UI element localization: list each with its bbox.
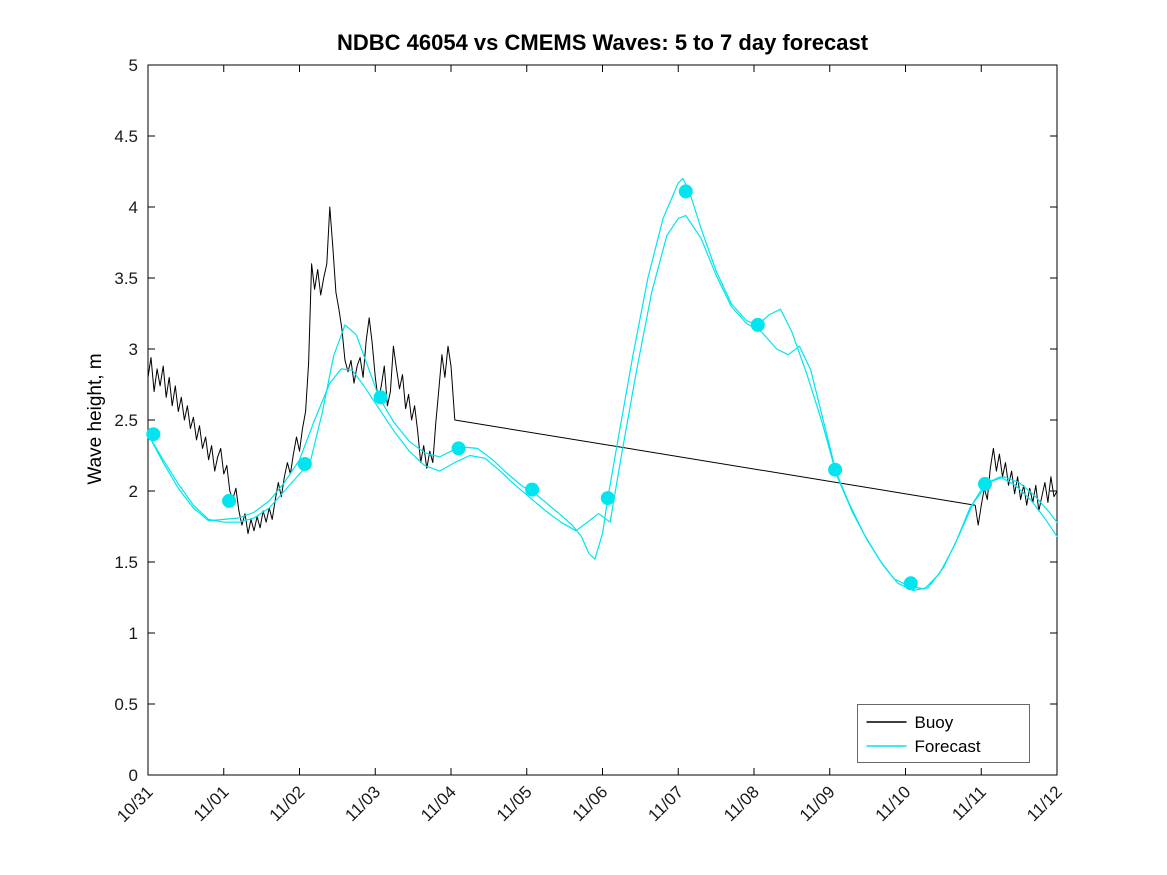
x-tick-label: 11/02 bbox=[266, 782, 309, 825]
x-tick-label: 11/03 bbox=[341, 782, 384, 825]
y-tick-label: 3.5 bbox=[114, 269, 138, 288]
y-tick-label: 3 bbox=[129, 340, 138, 359]
legend-label: Forecast bbox=[915, 737, 981, 756]
forecast-daily-markers-marker bbox=[750, 317, 765, 332]
x-tick-label: 11/08 bbox=[720, 782, 763, 825]
y-tick-label: 1.5 bbox=[114, 553, 138, 572]
x-tick-label: 11/09 bbox=[796, 782, 839, 825]
forecast-daily-markers-marker bbox=[600, 491, 615, 506]
x-tick-label: 11/12 bbox=[1023, 782, 1066, 825]
forecast-daily-markers-marker bbox=[678, 184, 693, 199]
forecast-daily-markers-marker bbox=[828, 462, 843, 477]
buoy-line bbox=[147, 206, 1058, 535]
forecast-daily-markers-marker bbox=[451, 441, 466, 456]
y-tick-label: 4 bbox=[129, 198, 138, 217]
y-tick-label: 0 bbox=[129, 766, 138, 785]
x-tick-label: 11/01 bbox=[190, 782, 233, 825]
y-tick-label: 1 bbox=[129, 624, 138, 643]
x-tick-label: 11/05 bbox=[493, 782, 536, 825]
forecast-run-b-line bbox=[147, 214, 1058, 592]
plot-box bbox=[147, 64, 1058, 776]
forecast-daily-markers-marker bbox=[525, 482, 540, 497]
forecast-run-a-line bbox=[147, 178, 1058, 590]
x-tick-label: 11/10 bbox=[872, 782, 915, 825]
forecast-daily-markers-marker bbox=[146, 427, 161, 442]
y-tick-label: 2 bbox=[129, 482, 138, 501]
forecast-daily-markers-marker bbox=[222, 493, 237, 508]
legend-label: Buoy bbox=[915, 713, 954, 732]
x-tick-label: 11/11 bbox=[948, 782, 990, 824]
forecast-daily-markers-marker bbox=[903, 576, 918, 591]
forecast-daily-markers-marker bbox=[297, 457, 312, 471]
y-tick-label: 5 bbox=[129, 56, 138, 75]
x-tick-label: 11/06 bbox=[569, 782, 612, 825]
forecast-daily-markers-marker bbox=[978, 476, 992, 491]
y-axis-label: Wave height, m bbox=[85, 353, 106, 485]
x-tick-label: 11/04 bbox=[417, 782, 460, 825]
legend-box bbox=[857, 704, 1030, 763]
y-tick-label: 2.5 bbox=[114, 411, 138, 430]
chart-title: NDBC 46054 vs CMEMS Waves: 5 to 7 day fo… bbox=[336, 30, 869, 55]
y-tick-label: 4.5 bbox=[114, 127, 138, 146]
x-tick-label: 11/07 bbox=[644, 782, 687, 825]
forecast-daily-markers-marker bbox=[373, 390, 388, 405]
x-tick-label: 10/31 bbox=[113, 782, 157, 826]
y-tick-label: 0.5 bbox=[114, 695, 138, 714]
